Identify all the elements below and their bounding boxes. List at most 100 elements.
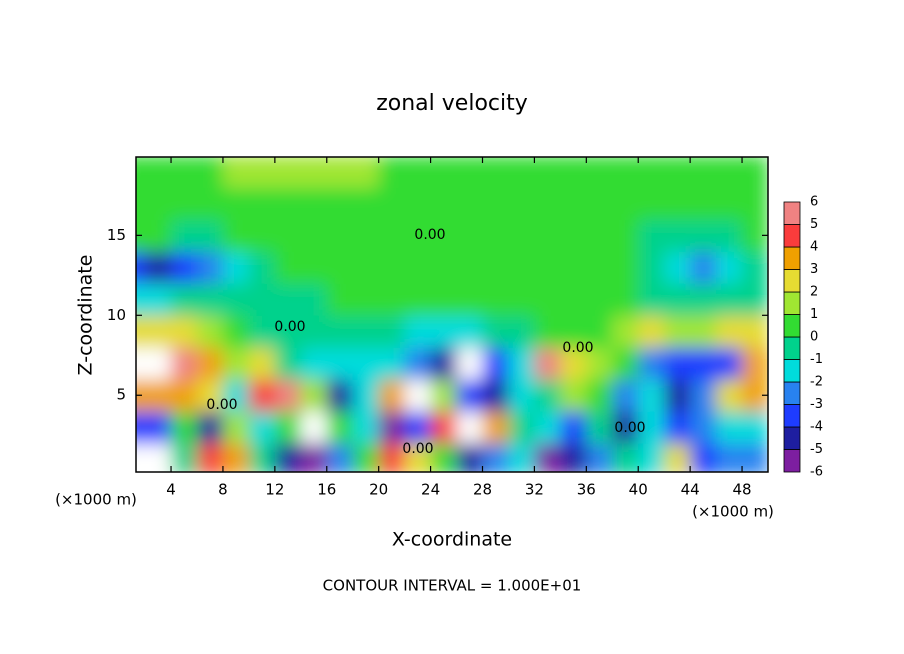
cell [145,251,172,284]
cell [136,443,146,472]
cell [612,315,639,348]
cell [456,315,483,348]
cell [274,443,302,472]
cell [430,219,458,252]
cell [612,219,639,252]
cell [560,411,587,444]
colorbar-swatch [783,314,801,338]
cell [560,157,587,188]
cell [378,283,406,316]
cell [171,187,198,220]
cell [222,347,250,380]
cell [482,411,509,444]
cell [508,157,535,188]
cell [716,251,743,284]
cell [378,157,406,188]
colorbar-label: 3 [810,262,818,277]
cell [430,187,458,220]
cell [534,379,561,412]
cell [352,379,380,412]
cell [300,411,328,444]
cell [716,443,743,472]
cell [482,283,509,316]
cell [352,443,380,472]
cell [638,219,665,252]
cell [482,443,509,472]
cell [716,411,743,444]
cell [456,251,483,284]
cell [274,157,302,188]
cell [664,443,691,472]
cell [456,283,483,316]
cell [145,443,172,472]
cell [196,315,224,348]
cell [196,283,224,316]
cell [586,157,613,188]
cell [690,315,717,348]
y-tick-label: 5 [116,386,126,404]
cell [196,157,224,188]
cell [430,379,458,412]
cell [352,157,380,188]
colorbar-label: -4 [810,420,823,435]
x-tick-label: 28 [473,481,492,499]
cell [742,443,768,472]
cell [482,315,509,348]
cell [222,187,250,220]
cell [404,219,432,252]
cell [612,347,639,380]
cell [300,443,328,472]
cell [430,251,458,284]
contour-label: 0.00 [414,227,445,243]
cell [145,187,172,220]
cell [508,443,535,472]
cell [404,411,432,444]
cell [145,379,172,412]
colorbar-label: -1 [810,352,823,367]
cell [248,187,276,220]
cell [171,347,198,380]
cell [560,187,587,220]
colorbar-swatch [783,269,801,293]
cell [326,411,354,444]
colorbar-label: 2 [810,285,818,300]
cell [171,315,198,348]
cell [690,251,717,284]
colorbar-swatch [783,426,801,450]
cell [690,379,717,412]
x-tick-label: 24 [421,481,440,499]
cell [378,411,406,444]
cell [560,379,587,412]
cell [378,379,406,412]
cell [716,187,743,220]
cell [378,251,406,284]
cell [664,187,691,220]
cell [274,219,302,252]
cell [248,347,276,380]
cell [534,251,561,284]
cell [404,157,432,188]
cell [300,251,328,284]
colorbar-label: 6 [810,195,818,210]
cell [586,347,613,380]
cell [586,251,613,284]
plot-frame [135,156,769,473]
cell [742,315,768,348]
cell [456,411,483,444]
cell [586,315,613,348]
x-tick-label: 4 [166,481,176,499]
cell [430,283,458,316]
cell [534,315,561,348]
cell [638,157,665,188]
colorbar-swatch [783,336,801,360]
cell [171,251,198,284]
colorbar-swatch [783,201,801,225]
cell [145,411,172,444]
cell [248,251,276,284]
cell [326,219,354,252]
cell [716,219,743,252]
contour-label: 0.00 [402,441,433,457]
cell [716,315,743,348]
cell [664,379,691,412]
cell [638,315,665,348]
